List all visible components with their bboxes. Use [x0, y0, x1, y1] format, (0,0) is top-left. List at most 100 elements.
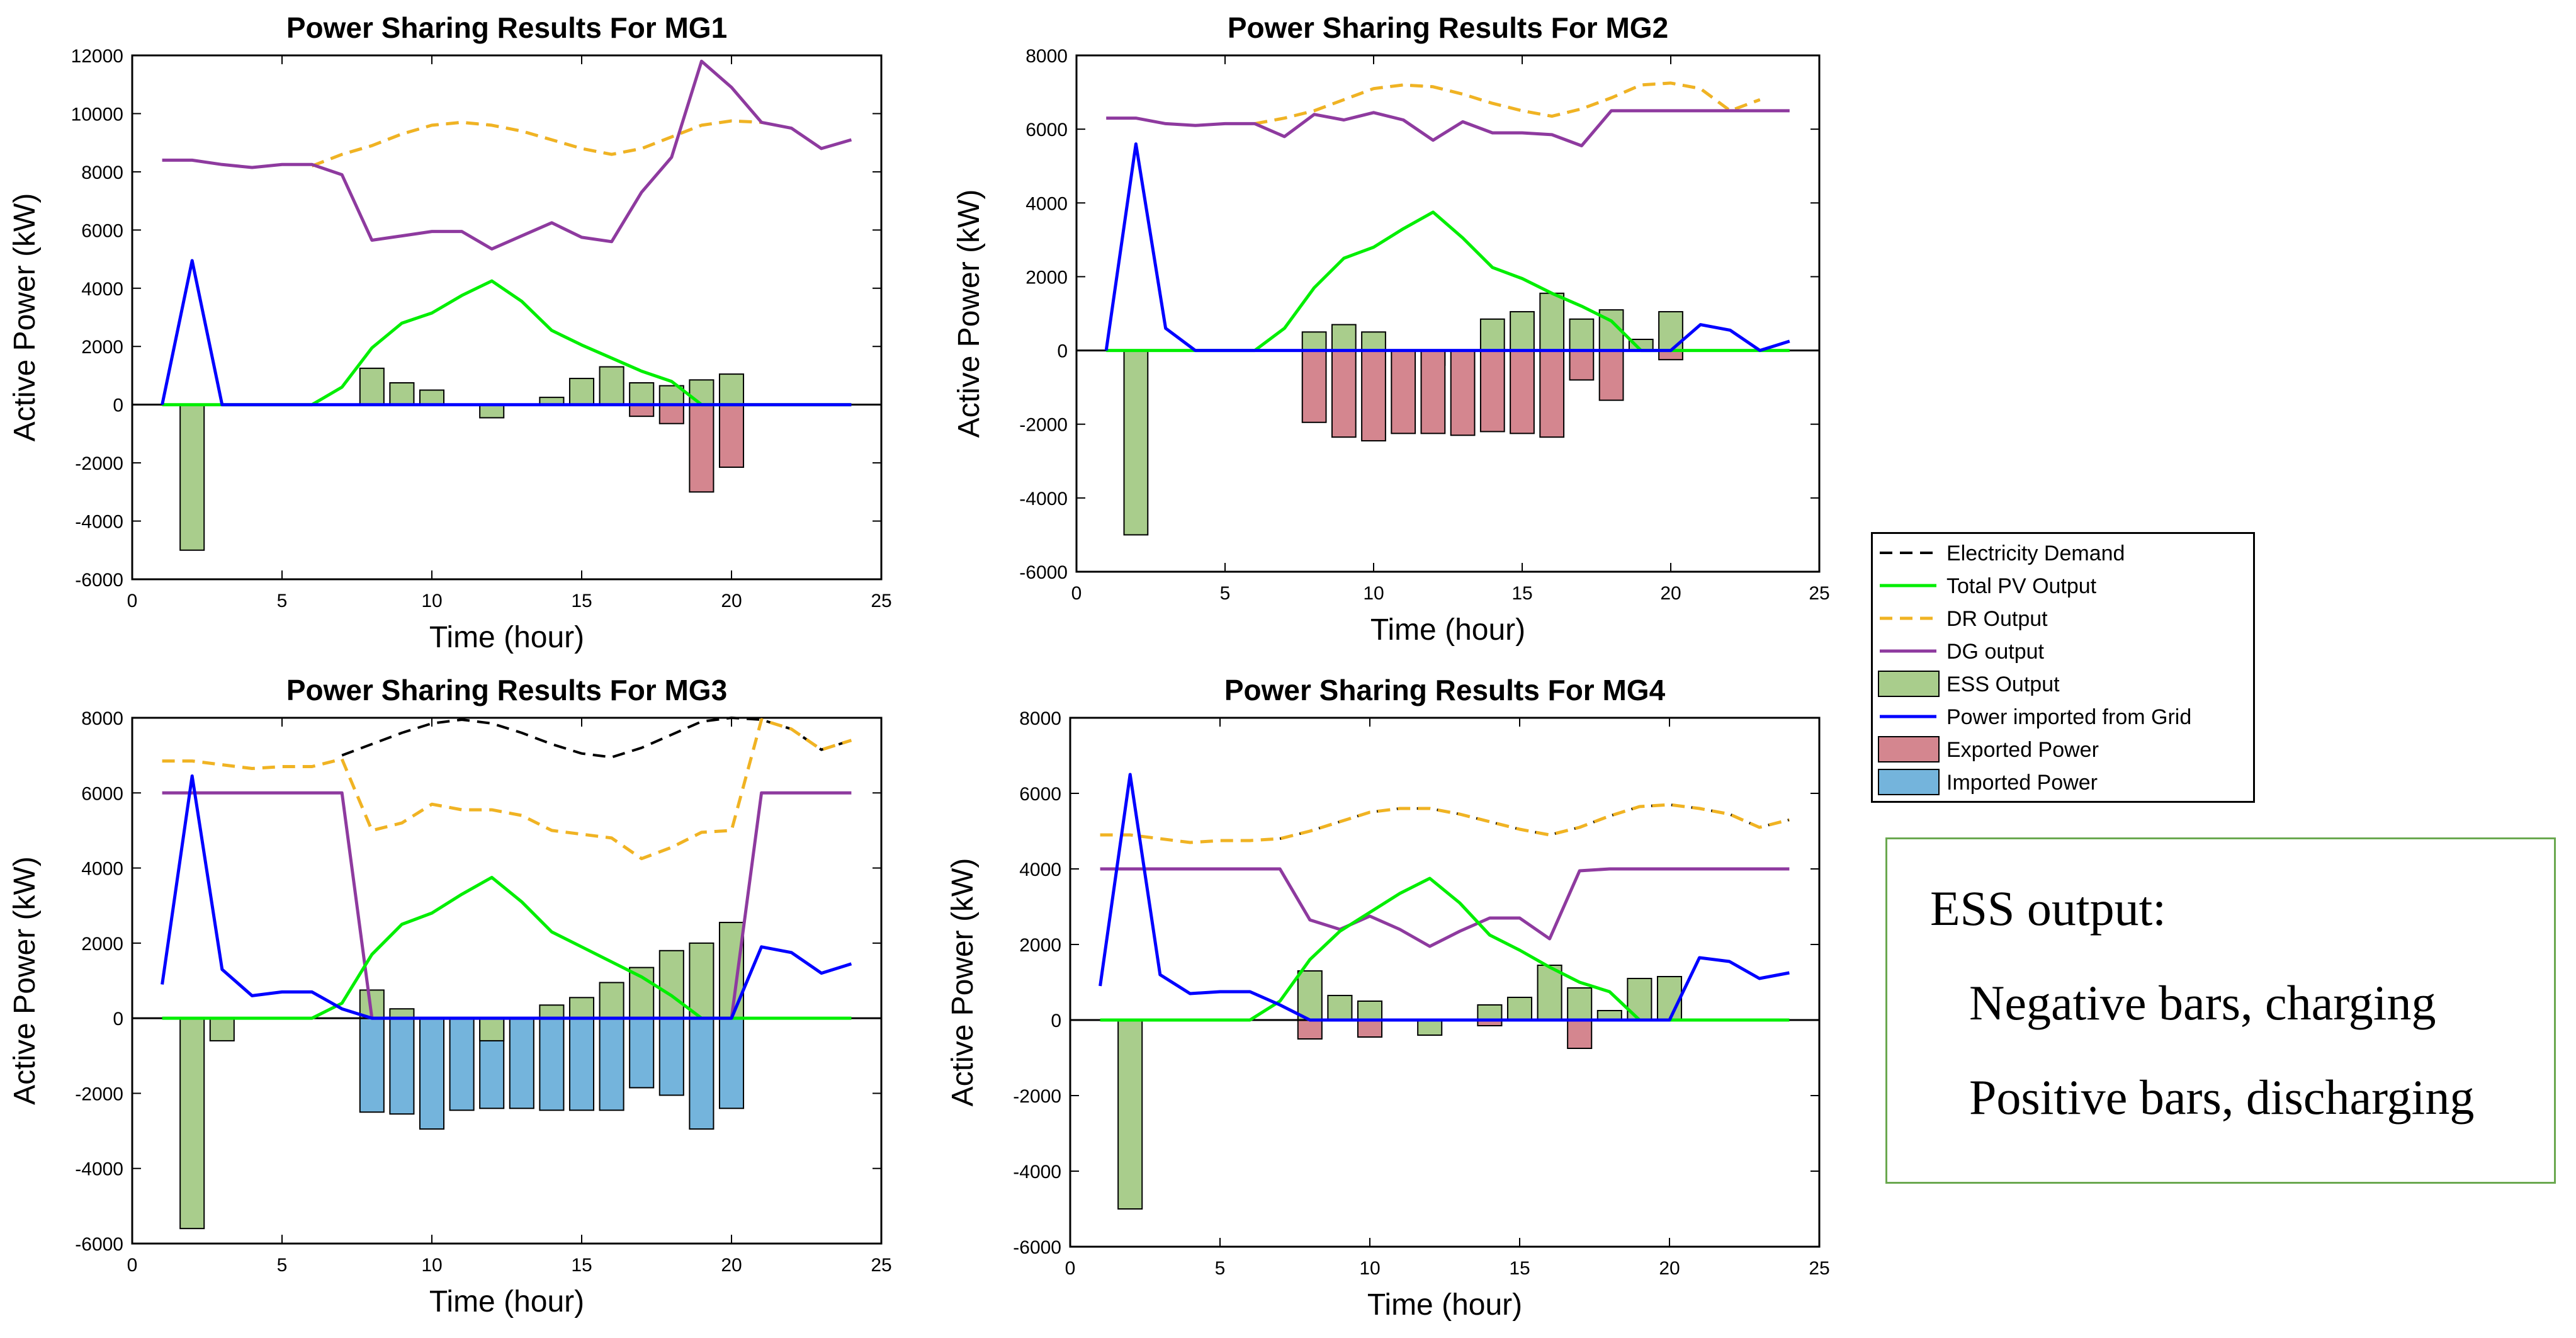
- ess-bar: [1301, 331, 1327, 351]
- ess-bar: [1123, 349, 1149, 536]
- x-tick-label: 25: [1809, 1258, 1829, 1279]
- figure-legend: Electricity Demand Total PV Output DR Outp…: [1871, 532, 2255, 803]
- legend-item: Power imported from Grid: [1880, 705, 2191, 729]
- chart-title: Power Sharing Results For MG3: [286, 674, 727, 706]
- ess-bar: [1331, 324, 1357, 351]
- ess-note-negative: Negative bars, charging: [1969, 975, 2436, 1030]
- ess-note-box: ESS output: Negative bars, charging Posi…: [1885, 837, 2556, 1184]
- exported-bar: [718, 404, 745, 468]
- x-tick-label: 0: [1065, 1258, 1076, 1279]
- x-tick-label: 20: [721, 591, 742, 611]
- y-tick-label: 2000: [81, 934, 123, 955]
- ess-bar: [179, 404, 205, 551]
- imported-bar: [689, 1018, 715, 1130]
- y-tick-label: 0: [1051, 1011, 1061, 1031]
- exported-bar: [1479, 349, 1505, 433]
- ess-bar: [568, 378, 595, 405]
- grid-line: [1099, 773, 1790, 1022]
- imported-bar: [509, 1018, 534, 1109]
- y-tick-label: 8000: [1019, 708, 1061, 729]
- ess-note-title: ESS output:: [1930, 881, 2166, 936]
- imported-bar: [599, 1018, 624, 1111]
- dr-line: [1254, 81, 1761, 125]
- ess-bar: [1506, 997, 1533, 1021]
- x-tick-label: 25: [871, 1255, 891, 1276]
- dr-line: [1100, 803, 1790, 844]
- y-tick-label: 4000: [1025, 193, 1068, 214]
- exported-bar: [689, 404, 715, 493]
- exported-bar: [1357, 1019, 1383, 1038]
- legend-label: DR Output: [1946, 607, 2048, 631]
- ess-bar: [718, 922, 745, 1019]
- x-tick-label: 5: [277, 591, 288, 611]
- legend-item: DG output: [1880, 640, 2045, 664]
- ess-bar: [1477, 1004, 1503, 1021]
- legend-swatch: [1878, 736, 1940, 763]
- y-tick-label: 10000: [71, 104, 123, 125]
- y-tick-label: 4000: [1019, 859, 1061, 880]
- ess-bar: [1357, 1001, 1383, 1021]
- grid-line: [161, 259, 852, 407]
- y-axis-label: Active Power (kW): [8, 193, 42, 442]
- exported-bar: [1450, 349, 1476, 436]
- chart-title: Power Sharing Results For MG1: [286, 11, 727, 44]
- ess-bar: [1117, 1019, 1143, 1210]
- y-tick-label: 6000: [1019, 784, 1061, 805]
- legend-label: Imported Power: [1946, 771, 2098, 795]
- y-tick-label: -4000: [1019, 489, 1068, 509]
- exported-bar: [1510, 349, 1535, 434]
- y-tick-label: 0: [1057, 341, 1068, 362]
- imported-bar: [658, 1018, 684, 1096]
- y-tick-label: -2000: [75, 453, 123, 474]
- y-tick-label: -6000: [1013, 1237, 1061, 1258]
- y-tick-label: -2000: [1019, 415, 1068, 436]
- y-tick-label: -4000: [75, 512, 123, 533]
- legend-item: ESS Output: [1878, 671, 2060, 697]
- exported-bar: [1567, 1019, 1593, 1049]
- exported-bar: [1361, 349, 1386, 442]
- y-tick-label: 2000: [1019, 935, 1061, 956]
- legend-label: Exported Power: [1946, 738, 2099, 762]
- legend-swatch: [1878, 671, 1940, 697]
- grid-line: [161, 774, 852, 1020]
- ess-bar: [479, 404, 505, 419]
- exported-bar: [1539, 349, 1565, 438]
- exported-bar: [1598, 349, 1624, 401]
- legend-label: Electricity Demand: [1946, 541, 2125, 565]
- axes-frame: [1075, 54, 1821, 573]
- y-tick-label: 12000: [71, 46, 123, 67]
- x-axis-label: Time (hour): [1370, 613, 1525, 647]
- ess-bar: [599, 982, 624, 1019]
- axes-frame: [1069, 717, 1821, 1248]
- imported-bar: [389, 1018, 415, 1115]
- y-axis-label: Active Power (kW): [8, 856, 42, 1105]
- x-tick-label: 10: [1363, 583, 1384, 604]
- x-tick-label: 20: [1660, 583, 1681, 604]
- x-tick-label: 20: [721, 1255, 742, 1276]
- y-tick-label: -4000: [1013, 1162, 1061, 1182]
- imported-bar: [629, 1018, 655, 1089]
- x-tick-label: 0: [127, 1255, 138, 1276]
- exported-bar: [1301, 349, 1327, 423]
- chart-title: Power Sharing Results For MG2: [1228, 11, 1668, 44]
- ess-bar: [1327, 995, 1353, 1021]
- ess-bar: [1417, 1019, 1443, 1036]
- legend-item: Exported Power: [1878, 736, 2099, 763]
- pv-line: [162, 876, 852, 1020]
- dg-line: [162, 59, 852, 251]
- ess-bar: [1567, 987, 1593, 1021]
- exported-bar: [1391, 349, 1416, 434]
- legend-swatch: [1878, 769, 1940, 795]
- pv-line: [1100, 876, 1790, 1022]
- ess-bar: [359, 367, 385, 405]
- grid-line: [1104, 142, 1790, 353]
- imported-bar: [539, 1018, 565, 1111]
- ess-bar: [1539, 292, 1565, 351]
- ess-bar: [1656, 976, 1683, 1021]
- y-tick-label: 4000: [81, 279, 123, 300]
- y-tick-label: 0: [113, 1009, 123, 1029]
- x-tick-label: 0: [127, 591, 138, 611]
- x-axis-label: Time (hour): [429, 1285, 584, 1318]
- ess-bar: [568, 997, 595, 1019]
